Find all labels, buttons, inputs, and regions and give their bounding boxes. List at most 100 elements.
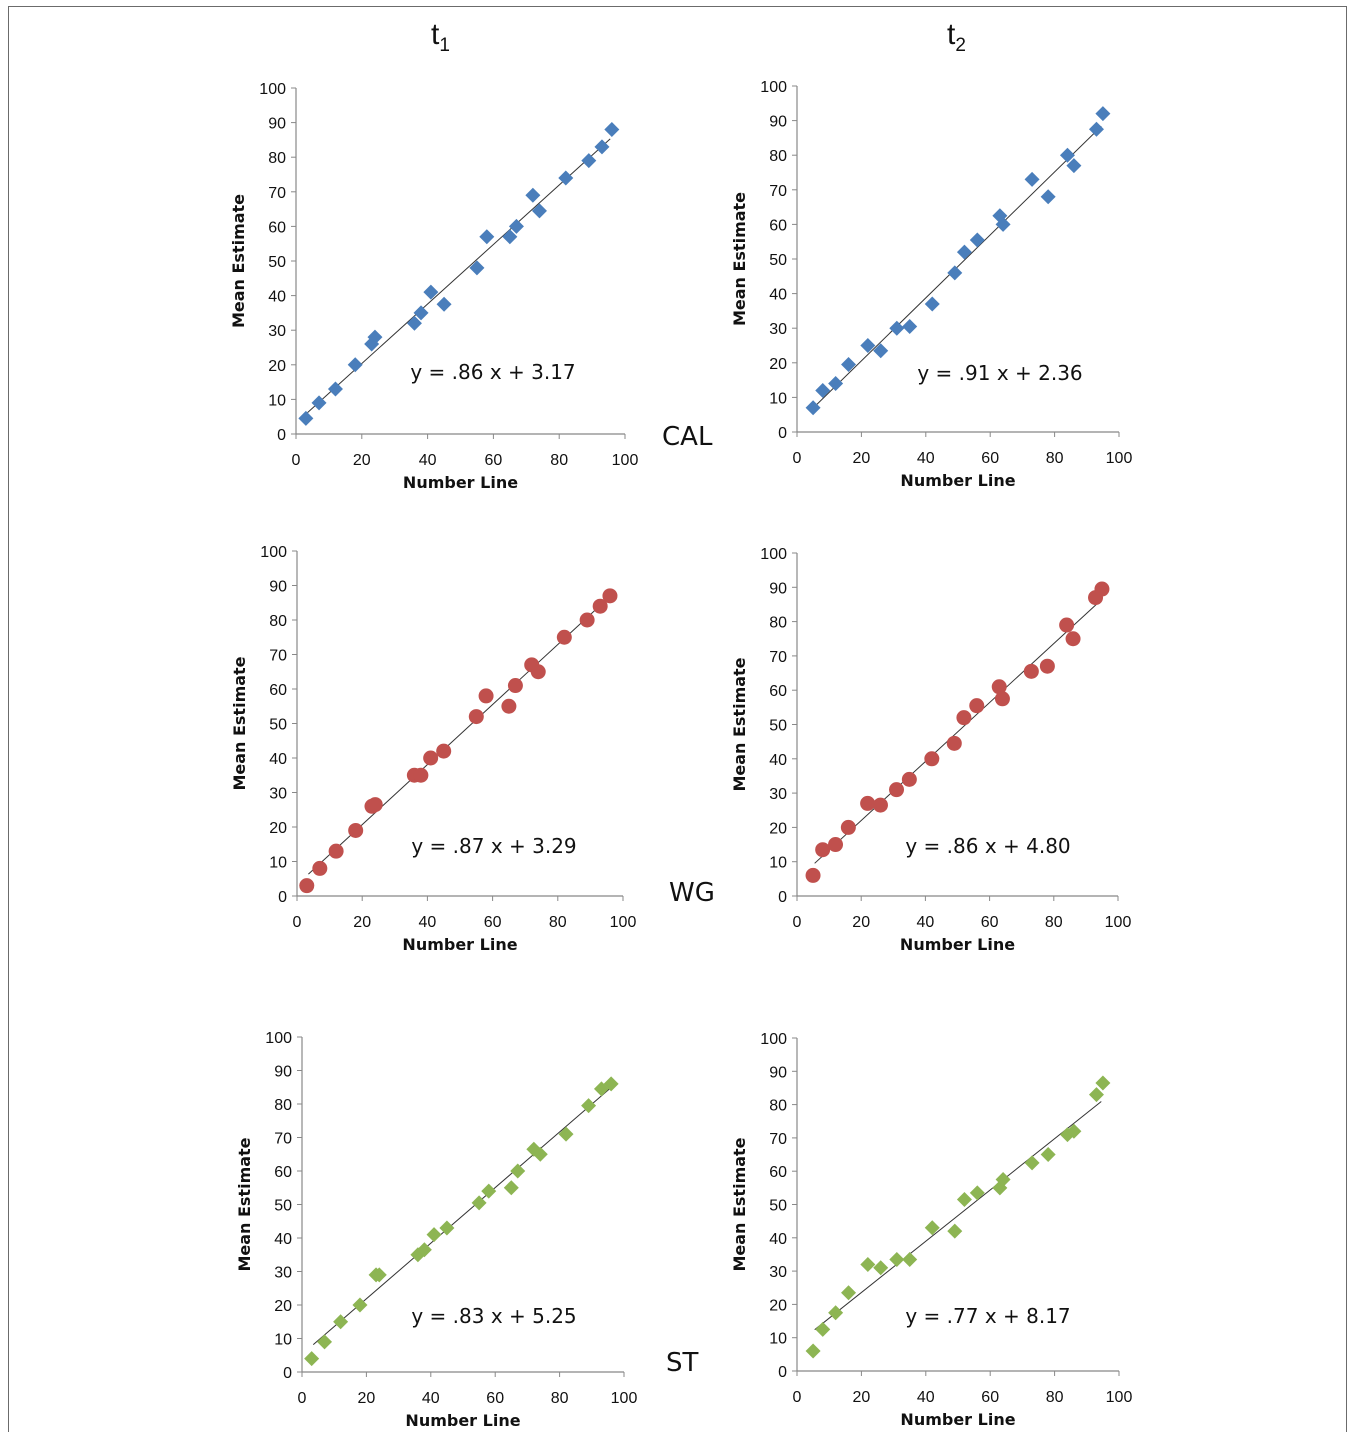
data-point — [1095, 1075, 1111, 1091]
x-tick-label: 20 — [353, 452, 371, 469]
data-point — [311, 395, 327, 411]
data-point — [815, 842, 831, 858]
y-tick-label: 40 — [769, 1231, 787, 1248]
data-point — [328, 843, 344, 859]
x-tick-label: 20 — [853, 1389, 871, 1406]
data-point — [352, 1297, 368, 1313]
data-point — [873, 343, 889, 359]
y-tick-label: 60 — [268, 219, 286, 236]
regression-equation: y = .83 x + 5.25 — [411, 1304, 576, 1328]
y-tick-label: 70 — [769, 1131, 787, 1148]
data-point — [805, 1343, 821, 1359]
data-point — [860, 1256, 876, 1272]
x-tick-label: 80 — [1045, 914, 1063, 931]
regression-equation: y = .77 x + 8.17 — [905, 1304, 1070, 1328]
x-axis-label: Number Line — [900, 471, 1015, 490]
data-point — [902, 318, 918, 334]
chart-cal-t1: 0 10 20 30 40 50 60 70 80 90 100 0 20 40 60 80 100 Number… — [229, 81, 638, 492]
data-point — [439, 1220, 455, 1236]
data-point — [479, 229, 495, 245]
data-point — [501, 698, 517, 714]
x-tick-label: 100 — [1106, 450, 1133, 467]
data-point — [471, 1195, 487, 1211]
y-tick-label: 20 — [274, 1298, 292, 1315]
data-point — [828, 376, 844, 392]
y-tick-label: 30 — [769, 1264, 787, 1281]
chart-wg-t2: 0 10 20 30 40 50 60 70 80 90 100 0 20 40 60 80 100 Number… — [730, 546, 1131, 954]
data-point — [860, 795, 876, 811]
data-point — [1095, 106, 1111, 122]
data-point — [815, 1321, 831, 1337]
y-tick-label: 30 — [274, 1265, 292, 1282]
data-point — [1059, 147, 1075, 163]
x-tick-label: 20 — [853, 450, 871, 467]
y-tick-label: 20 — [769, 820, 787, 837]
y-tick-label: 40 — [769, 752, 787, 769]
y-tick-label: 80 — [769, 615, 787, 632]
data-point — [531, 203, 547, 219]
y-tick-label: 90 — [269, 579, 287, 596]
y-tick-label: 60 — [769, 1164, 787, 1181]
data-point — [994, 691, 1010, 707]
data-point — [815, 382, 831, 398]
y-tick-label: 50 — [268, 254, 286, 271]
data-point — [902, 1251, 918, 1267]
data-point — [478, 688, 494, 704]
x-tick-label: 0 — [793, 914, 802, 931]
x-tick-label: 80 — [550, 452, 568, 469]
data-point — [507, 678, 523, 694]
data-point — [1040, 1147, 1056, 1163]
x-tick-label: 100 — [612, 452, 639, 469]
y-axis-label: Mean Estimate — [730, 657, 749, 791]
y-tick-label: 90 — [274, 1064, 292, 1081]
data-point — [860, 338, 876, 353]
regression-equation: y = .87 x + 3.29 — [411, 834, 576, 858]
x-tick-label: 40 — [419, 914, 437, 931]
data-point — [558, 170, 574, 186]
y-tick-label: 60 — [269, 682, 287, 699]
y-tick-label: 40 — [268, 289, 286, 306]
data-point — [298, 410, 314, 426]
y-tick-label: 20 — [769, 356, 787, 373]
data-point — [889, 320, 905, 336]
x-tick-label: 20 — [353, 914, 371, 931]
data-point — [1039, 658, 1055, 674]
y-tick-label: 10 — [268, 392, 286, 409]
y-tick-label: 40 — [274, 1231, 292, 1248]
y-tick-label: 60 — [769, 217, 787, 234]
y-tick-label: 80 — [274, 1097, 292, 1114]
y-tick-label: 70 — [269, 648, 287, 665]
data-point — [841, 357, 857, 373]
y-tick-label: 0 — [277, 427, 286, 444]
y-tick-label: 50 — [269, 717, 287, 734]
x-tick-label: 40 — [917, 1389, 935, 1406]
data-point — [367, 329, 383, 345]
y-tick-label: 50 — [274, 1198, 292, 1215]
data-point — [579, 612, 595, 628]
data-point — [423, 750, 439, 766]
data-point — [508, 218, 524, 234]
y-tick-label: 0 — [283, 1365, 292, 1382]
row-label-wg: WG — [669, 878, 715, 908]
data-point — [406, 315, 422, 331]
y-tick-label: 0 — [278, 889, 287, 906]
data-point — [1088, 1087, 1104, 1103]
x-axis-label: Number Line — [900, 1410, 1015, 1429]
data-point — [805, 400, 821, 416]
x-tick-label: 40 — [422, 1390, 440, 1407]
x-tick-label: 0 — [793, 450, 802, 467]
data-point — [312, 860, 328, 876]
y-tick-label: 80 — [269, 613, 287, 630]
x-tick-label: 40 — [419, 452, 437, 469]
data-point — [1059, 617, 1075, 633]
x-tick-label: 80 — [549, 914, 567, 931]
x-axis-label: Number Line — [403, 473, 518, 492]
data-point — [995, 216, 1011, 232]
y-tick-label: 0 — [778, 1364, 787, 1381]
data-point — [1066, 158, 1082, 174]
data-point — [924, 1220, 940, 1236]
data-point — [991, 679, 1007, 695]
data-point — [413, 305, 429, 321]
data-point — [503, 1180, 519, 1196]
